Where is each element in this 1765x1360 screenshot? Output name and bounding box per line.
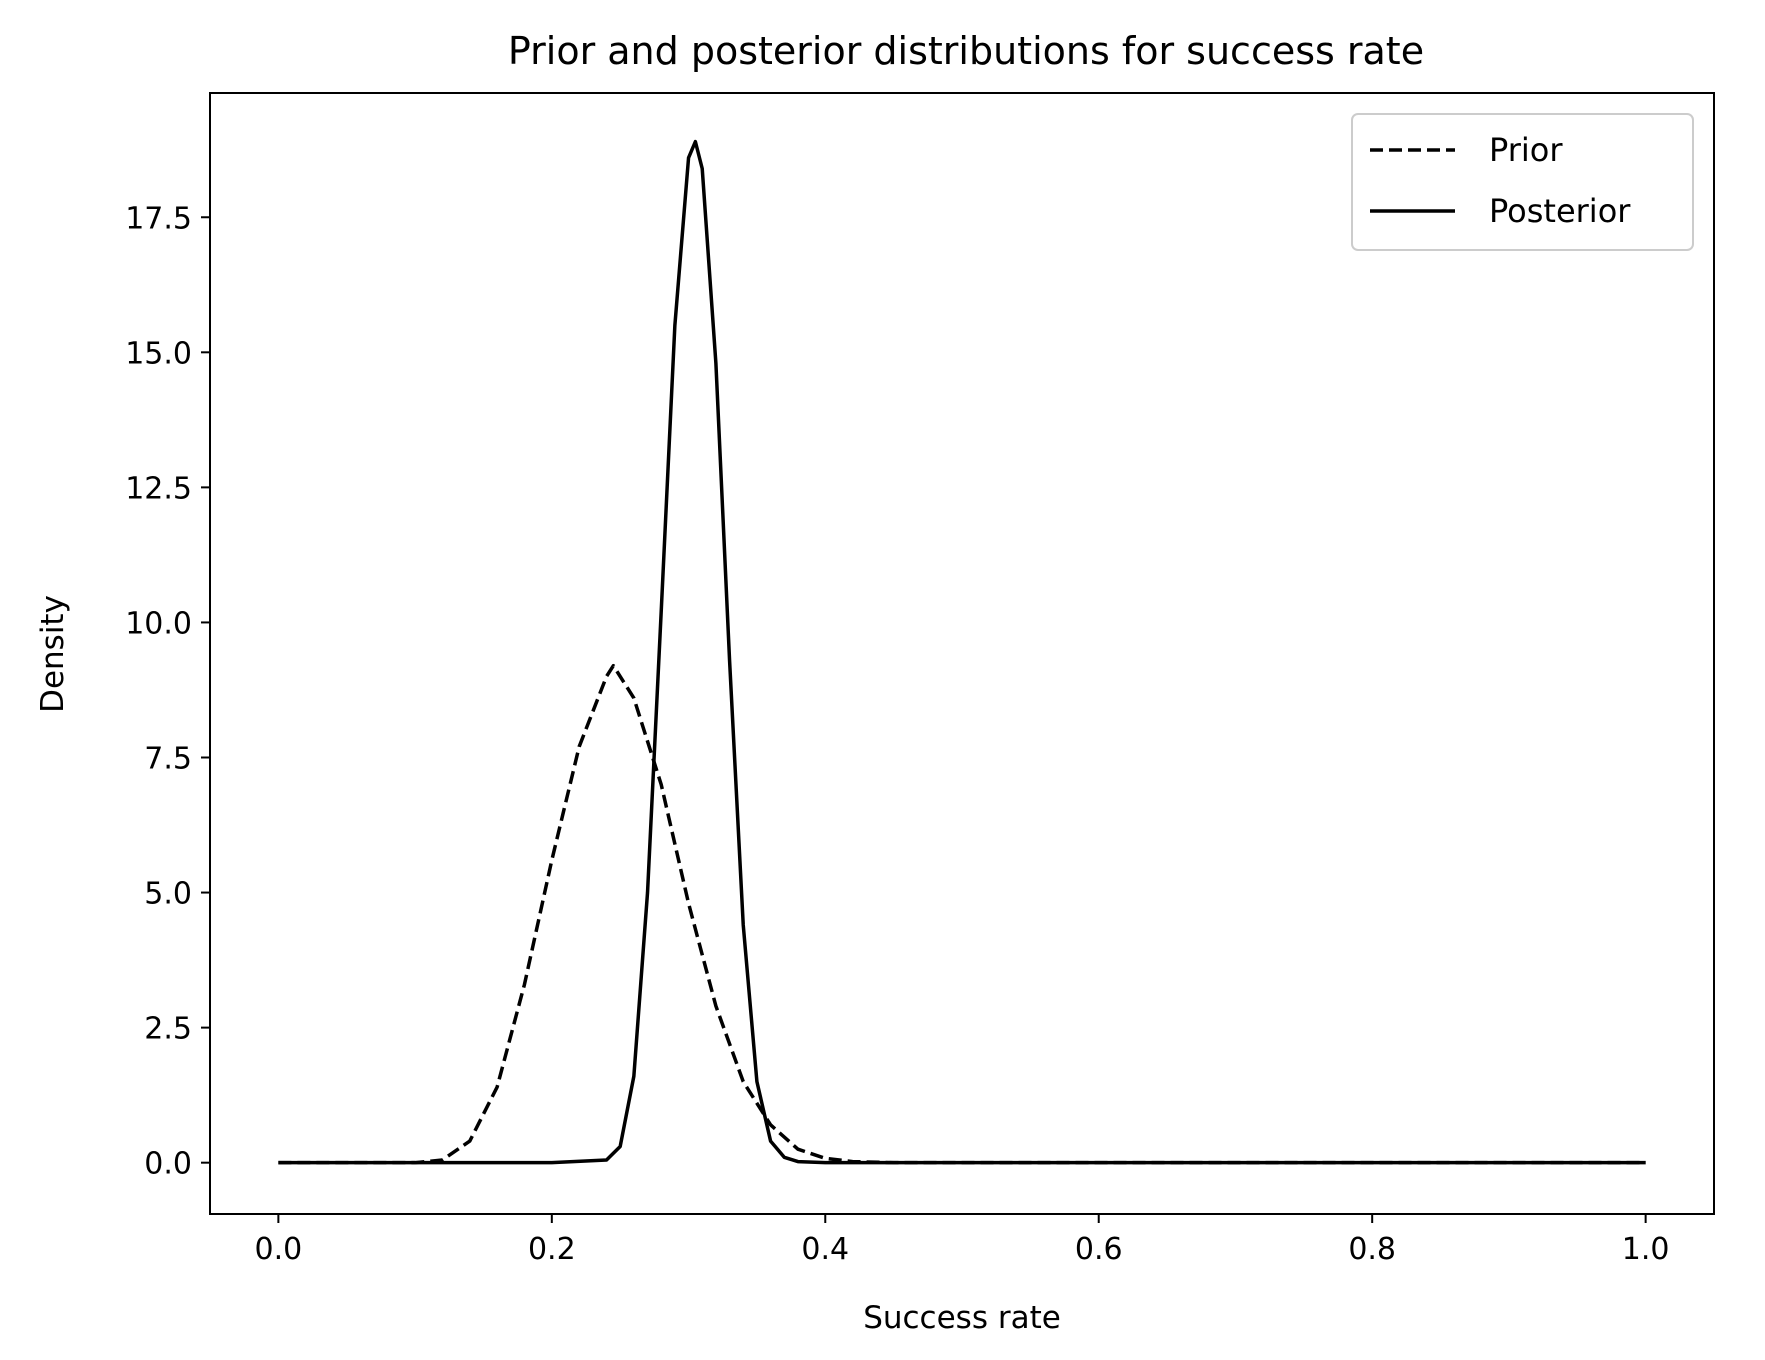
y-tick-label: 12.5 — [125, 471, 192, 506]
y-tick-label: 7.5 — [144, 741, 192, 776]
series-line-posterior — [278, 139, 1646, 1165]
series-lines — [278, 139, 1646, 1165]
x-tick-label: 0.2 — [528, 1232, 576, 1267]
legend-posterior-label: Posterior — [1489, 192, 1631, 230]
x-tick-label: 0.4 — [801, 1232, 849, 1267]
y-tick-label: 17.5 — [125, 201, 192, 236]
y-tick-label: 15.0 — [125, 336, 192, 371]
x-axis-label: Success rate — [863, 1300, 1061, 1336]
x-tick-label: 0.8 — [1348, 1232, 1396, 1267]
y-tick-label: 10.0 — [125, 606, 192, 641]
y-tick-label: 2.5 — [144, 1012, 192, 1047]
y-tick-label: 5.0 — [144, 877, 192, 912]
legend-box — [1351, 113, 1694, 251]
x-tick-label: 0.6 — [1075, 1232, 1123, 1267]
legend-prior-label: Prior — [1489, 131, 1563, 169]
x-axis: 0.0 0.2 0.4 0.6 0.8 1.0 — [255, 1214, 1670, 1267]
y-axis-label: Density — [35, 595, 71, 713]
y-tick-label: 0.0 — [144, 1147, 192, 1182]
x-tick-label: 1.0 — [1622, 1232, 1670, 1267]
x-tick-label: 0.0 — [255, 1232, 303, 1267]
plot-frame — [209, 92, 1715, 1215]
chart-title: Prior and posterior distributions for su… — [508, 29, 1424, 73]
y-axis: 0.0 2.5 5.0 7.5 10.0 12.5 15.0 17.5 — [125, 201, 210, 1182]
legend: Prior Posterior — [1351, 113, 1694, 251]
